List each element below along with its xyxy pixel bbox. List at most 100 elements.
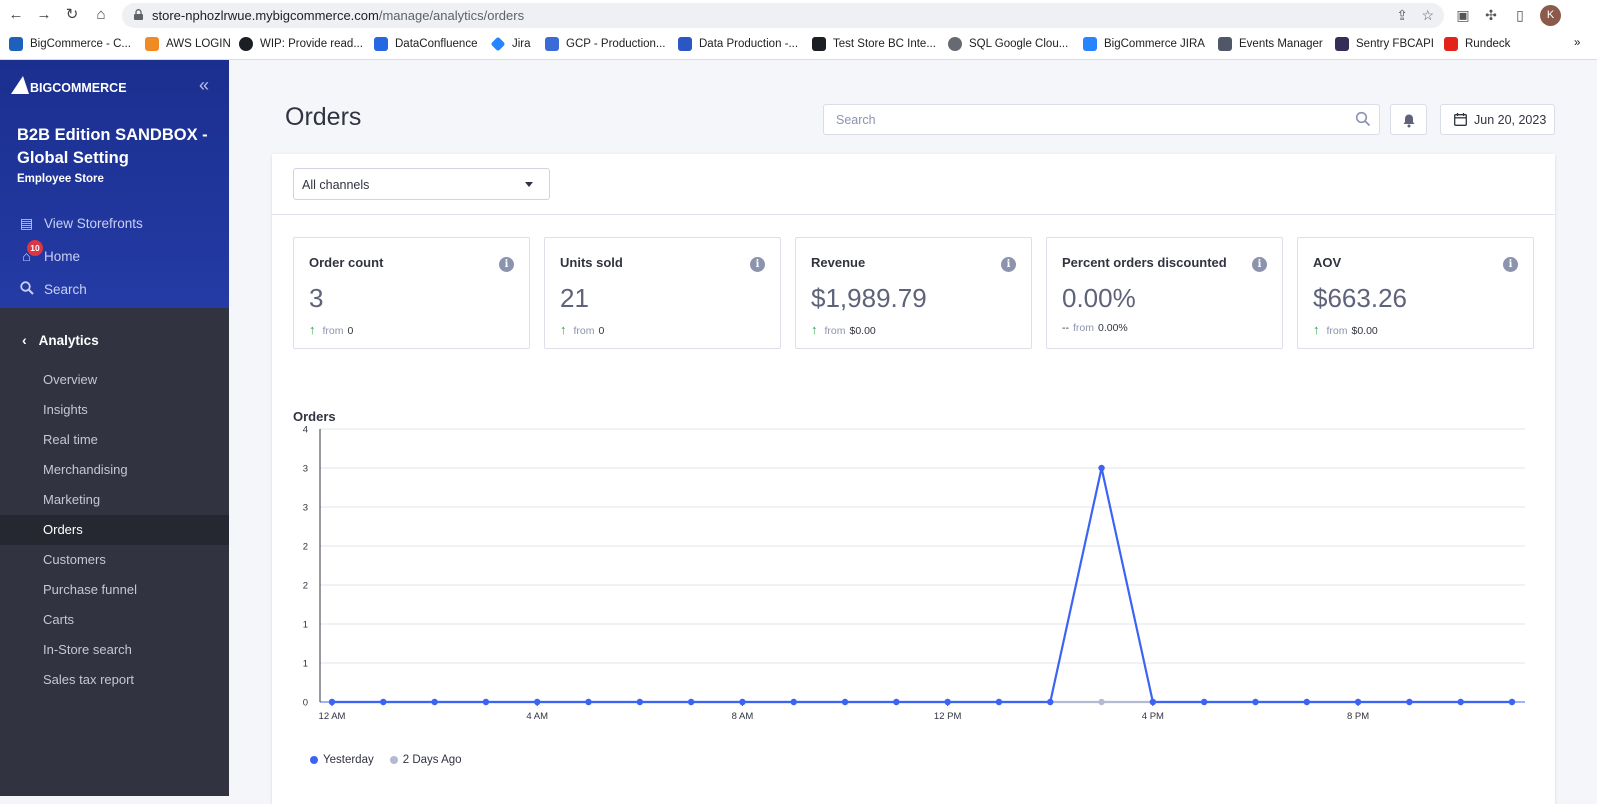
- bookmarks-bar: BigCommerce - C... AWS LOGIN WIP: Provid…: [0, 34, 1597, 56]
- search-icon: [18, 281, 35, 297]
- legend-dot: [310, 756, 318, 764]
- metric-title: Revenue: [811, 255, 866, 270]
- data-point: [739, 698, 746, 706]
- bigcommerce-logo[interactable]: [11, 74, 111, 96]
- data-point: [380, 698, 387, 706]
- legend-item-2-days-ago[interactable]: 2 Days Ago: [389, 754, 462, 766]
- sidebar-item-carts[interactable]: Carts: [43, 612, 75, 627]
- series-line: [332, 467, 1512, 704]
- data-point: [1098, 464, 1105, 472]
- notification-badge: 10: [27, 240, 43, 256]
- bookmark-item[interactable]: DataConfluence: [374, 37, 477, 51]
- data-point: [1098, 698, 1105, 706]
- bookmark-item[interactable]: Test Store BC Inte...: [812, 37, 936, 51]
- x-tick-label: 12 PM: [934, 711, 962, 722]
- bookmark-item[interactable]: BigCommerce - C...: [9, 37, 131, 51]
- sidebar-item-overview[interactable]: Overview: [43, 372, 98, 387]
- channel-select[interactable]: All channels: [293, 168, 550, 200]
- arrow-up-icon: ↑: [560, 322, 567, 337]
- profile-avatar[interactable]: K: [1540, 5, 1561, 26]
- bookmark-item[interactable]: Jira: [490, 36, 531, 52]
- extension-icon[interactable]: ▣: [1456, 7, 1470, 23]
- sidepanel-icon[interactable]: ▯: [1516, 7, 1524, 23]
- browser-chrome: ← → ↻ ⌂ store-nphozlrwue.mybigcommerce.c…: [0, 0, 1597, 60]
- data-point: [1457, 698, 1464, 706]
- bookmark-item[interactable]: SQL Google Clou...: [948, 37, 1068, 51]
- metric-value: $1,989.79: [811, 283, 927, 313]
- y-tick-label: 1: [303, 659, 308, 670]
- sidebar-item-in-store-search[interactable]: In-Store search: [43, 642, 132, 657]
- address-bar[interactable]: store-nphozlrwue.mybigcommerce.com/manag…: [122, 3, 1444, 28]
- sidebar-item-customers[interactable]: Customers: [43, 552, 106, 567]
- date-picker-button[interactable]: Jun 20, 2023: [1440, 104, 1555, 135]
- bookmark-icon: [812, 37, 826, 51]
- sidebar-item-insights[interactable]: Insights: [43, 402, 88, 417]
- sidebar: BIGCOMMERCE « B2B Edition SANDBOX - Glob…: [0, 60, 229, 796]
- sidebar-item-purchase-funnel[interactable]: Purchase funnel: [43, 582, 137, 597]
- data-point: [1252, 698, 1259, 706]
- data-point: [534, 698, 541, 706]
- notifications-button[interactable]: [1390, 104, 1427, 135]
- more-bookmarks[interactable]: »: [1574, 37, 1581, 49]
- forward-icon[interactable]: →: [36, 6, 52, 23]
- bookmark-icon: [678, 37, 692, 51]
- info-icon[interactable]: i: [750, 257, 765, 272]
- data-point: [687, 698, 695, 706]
- metric-card-revenue: Revenue i $1,989.79 ↑ from $0.00: [795, 237, 1032, 349]
- jira-icon: [490, 36, 506, 52]
- calendar-icon: [1454, 113, 1467, 126]
- y-tick-label: 4: [303, 425, 308, 436]
- back-icon[interactable]: ←: [8, 6, 24, 23]
- y-tick-label: 3: [303, 503, 308, 514]
- data-point: [636, 698, 644, 706]
- legend-item-yesterday[interactable]: Yesterday: [310, 754, 374, 766]
- bookmark-item[interactable]: Rundeck: [1444, 37, 1510, 51]
- sidebar-section-analytics[interactable]: ‹ Analytics: [22, 332, 99, 348]
- info-icon[interactable]: i: [1001, 257, 1016, 272]
- confluence-icon: [374, 37, 388, 51]
- info-icon[interactable]: i: [1252, 257, 1267, 272]
- sidebar-link-view-storefronts[interactable]: ▤ View Storefronts: [19, 215, 143, 231]
- lock-icon: [134, 9, 143, 20]
- url-text: store-nphozlrwue.mybigcommerce.com/manag…: [152, 8, 525, 23]
- data-point: [944, 698, 951, 706]
- share-icon[interactable]: ⇪: [1396, 7, 1408, 23]
- x-tick-label: 4 AM: [526, 711, 548, 722]
- bookmark-item[interactable]: Sentry FBCAPI: [1335, 37, 1434, 51]
- info-icon[interactable]: i: [1503, 257, 1518, 272]
- sidebar-item-merchandising[interactable]: Merchandising: [43, 462, 128, 477]
- search-icon: [1355, 111, 1371, 127]
- sidebar-item-orders[interactable]: Orders: [0, 515, 229, 545]
- data-point: [1200, 698, 1208, 706]
- metric-value: $663.26: [1313, 283, 1407, 313]
- bookmark-item[interactable]: AWS LOGIN: [145, 37, 231, 51]
- data-point: [585, 698, 592, 706]
- sidebar-link-search[interactable]: Search: [18, 281, 87, 297]
- bookmark-item[interactable]: GCP - Production...: [545, 37, 666, 51]
- puzzle-icon[interactable]: ✣: [1485, 7, 1497, 23]
- date-label: Jun 20, 2023: [1474, 113, 1547, 127]
- metric-comparison: ↑ from $0.00: [1313, 322, 1378, 337]
- collapse-sidebar-icon[interactable]: «: [199, 75, 210, 95]
- home-icon[interactable]: ⌂: [96, 6, 106, 23]
- sidebar-item-real-time[interactable]: Real time: [43, 432, 98, 447]
- bookmark-item[interactable]: BigCommerce JIRA: [1083, 37, 1205, 51]
- bookmark-item[interactable]: Events Manager: [1218, 37, 1323, 51]
- sidebar-link-home[interactable]: ⌂ 10 Home: [18, 240, 80, 264]
- data-point: [328, 698, 336, 706]
- sidebar-item-sales-tax-report[interactable]: Sales tax report: [43, 672, 135, 687]
- store-subtitle: Employee Store: [17, 173, 104, 185]
- orders-line-chart: 0 1 1 2 2 3 3 4 12 AM 4 AM 8 AM 12 PM 4 PM 8 PM: [303, 425, 1525, 722]
- bookmark-item[interactable]: WIP: Provide read...: [239, 37, 363, 51]
- info-icon[interactable]: i: [499, 257, 514, 272]
- star-icon[interactable]: ☆: [1421, 7, 1434, 23]
- filter-bar: All channels: [272, 154, 1555, 215]
- reload-icon[interactable]: ↻: [65, 6, 79, 23]
- search-input[interactable]: Search: [823, 104, 1380, 135]
- data-point: [482, 698, 490, 706]
- bookmark-icon: [9, 37, 23, 51]
- bookmark-item[interactable]: Data Production -...: [678, 37, 798, 51]
- sidebar-item-marketing[interactable]: Marketing: [43, 492, 101, 507]
- metric-comparison: ↑ from 0: [560, 322, 605, 337]
- y-tick-label: 3: [303, 464, 308, 475]
